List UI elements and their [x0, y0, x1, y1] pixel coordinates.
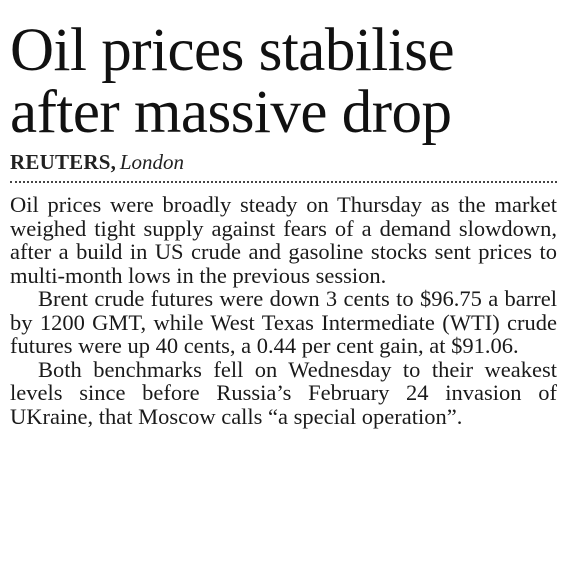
body-paragraph-3: Both benchmarks fell on Wednesday to the…: [10, 356, 557, 429]
article-headline: Oil prices stabilise after massive drop: [10, 20, 557, 144]
byline-separator: ,: [110, 150, 116, 174]
byline-agency: REUTERS: [10, 150, 111, 174]
article-body: Oil prices were broadly steady on Thursd…: [10, 193, 557, 428]
dotted-divider: [10, 181, 557, 183]
headline-line-1: Oil prices stabilise: [10, 17, 455, 84]
body-paragraph-1: Oil prices were broadly steady on Thursd…: [10, 192, 557, 288]
news-article: Oil prices stabilise after massive drop …: [10, 20, 557, 428]
headline-line-2: after massive drop: [10, 79, 452, 146]
byline-dateline: London: [119, 150, 185, 174]
body-paragraph-2: Brent crude futures were down 3 cents to…: [10, 286, 557, 358]
byline: REUTERS, London: [10, 150, 557, 174]
